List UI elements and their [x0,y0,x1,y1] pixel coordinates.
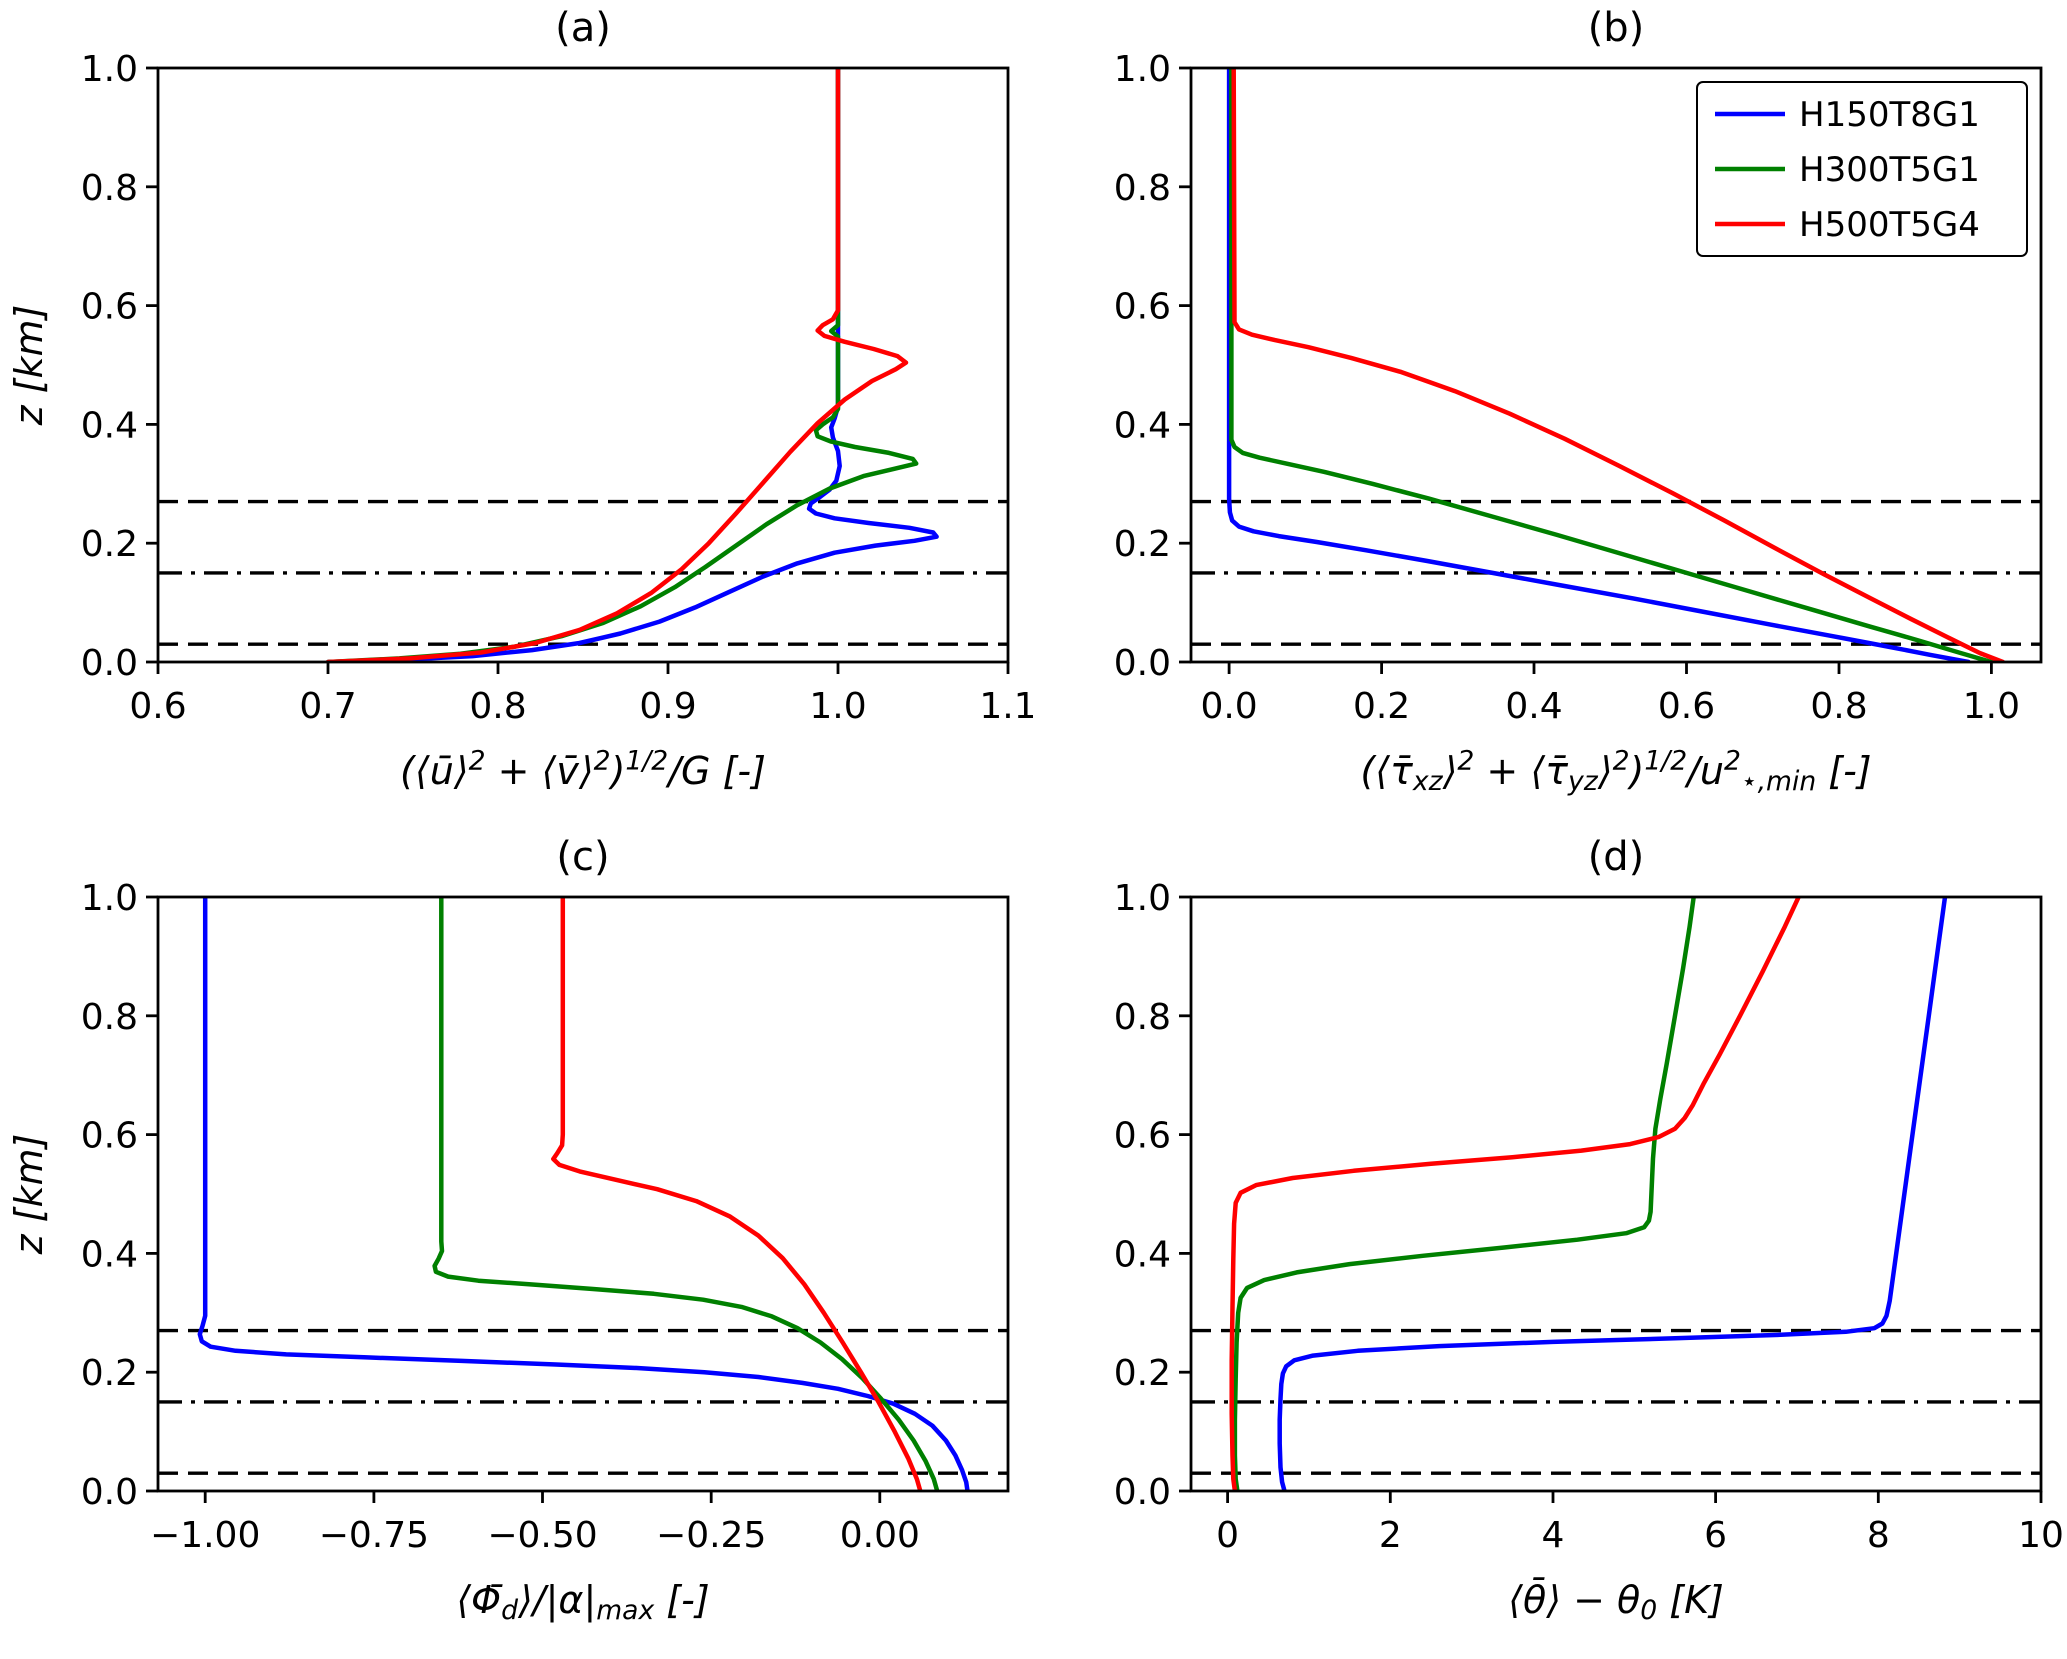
plot-frame [156,895,1010,1493]
series-line-H150T8G1 [325,68,939,662]
y-tick-label: 0.0 [81,643,138,684]
x-tick-label: 0.6 [1658,686,1715,727]
y-tick-label: 1.0 [81,52,138,90]
y-axis-label: z [km] [7,305,51,427]
y-tick-label: 0.8 [81,997,138,1038]
legend-label: H150T8G1 [1799,95,1980,135]
x-tick-label: 0.2 [1353,686,1410,727]
x-tick-label: −0.75 [319,1515,429,1556]
y-tick-label: 0.2 [81,524,138,565]
x-axis-label: (⟨ū⟩2 + ⟨v̄⟩2)1/2/G [-] [400,746,766,793]
legend-label: H300T5G1 [1799,150,1980,190]
panel-b: (b) 0.0 0.2 0.4 0.6 0.8 1.0 0.0 0.2 0.4 0.6 0.8 1.0… [1033,0,2066,829]
series-line-H300T5G1 [1232,897,1696,1491]
legend-label: H500T5G4 [1799,205,1980,245]
y-tick-label: 1.0 [81,881,138,919]
x-tick-label: 4 [1542,1515,1565,1556]
y-tick-label: 0.6 [81,1116,138,1157]
x-tick-label: −0.50 [487,1515,597,1556]
x-tick-label: 0.4 [1505,686,1562,727]
y-tick-label: 0.4 [1114,1234,1171,1275]
plot-frame [1189,66,2043,664]
series-line-H150T8G1 [1277,897,1948,1491]
y-tick-label: 0.0 [81,1472,138,1513]
y-axis-label: z [km] [7,1134,51,1256]
x-tick-label: −1.00 [150,1515,260,1556]
x-tick-label: 0.7 [299,686,356,727]
y-tick-label: 0.6 [1114,1116,1171,1157]
panel-a: (a) 0.6 0.7 0.8 0.9 1.0 1.1 0.0 0.2 0.4 0.6 0.8 1.0… [0,0,1033,829]
x-tick-label: 0.6 [129,686,186,727]
y-tick-label: 0.4 [81,1234,138,1275]
series-line-H150T8G1 [197,897,970,1491]
y-tick-label: 0.2 [81,1353,138,1394]
x-tick-label: 1.0 [809,686,866,727]
series-line-H500T5G4 [1229,897,1801,1491]
panel-b-plot: 0.0 0.2 0.4 0.6 0.8 1.0 0.0 0.2 0.4 0.6 0.8 1.0 (⟨τ̄… [1114,52,2043,798]
y-tick-label: 0.0 [1114,1472,1171,1513]
y-tick-label: 0.2 [1114,1353,1171,1394]
y-tick-label: 0.4 [1114,405,1171,446]
x-tick-label: 2 [1379,1515,1402,1556]
y-tick-label: 0.8 [1114,168,1171,209]
panel-a-plot: 0.6 0.7 0.8 0.9 1.0 1.1 0.0 0.2 0.4 0.6 0.8 1.0 (⟨ū… [7,52,1033,793]
y-tick-label: 0.6 [81,287,138,328]
y-tick-label: 1.0 [1114,881,1171,919]
series-line-H300T5G1 [432,897,940,1491]
x-tick-label: −0.25 [656,1515,766,1556]
panel-d-plot: 0 2 4 6 8 10 0.0 0.2 0.4 0.6 0.8 1.0 ⟨θ̄⟩ − θ0 [K] [1114,881,2064,1626]
plot-frame [156,66,1010,664]
x-tick-label: 0.8 [469,686,526,727]
x-tick-label: 0.8 [1810,686,1867,727]
series-line-H300T5G1 [1229,68,1994,662]
x-tick-label: 8 [1867,1515,1890,1556]
series-line-H500T5G4 [551,897,923,1491]
legend-box [1696,81,2028,257]
panel-d: (d) 0 2 4 6 8 10 0.0 0.2 0.4 0.6 0.8 1.0 ⟨θ̄⟩ − θ0 [… [1033,829,2066,1658]
y-tick-label: 0.2 [1114,524,1171,565]
x-tick-label: 10 [2018,1515,2064,1556]
panel-b-title: (b) [1587,5,1645,51]
x-tick-label: 0.0 [1200,686,1257,727]
panel-c-plot: −1.00 −0.75 −0.50 −0.25 0.00 0.0 0.2 0.4 0.6 0.8 1… [7,881,1010,1626]
panel-c-title: (c) [556,834,610,880]
x-axis-label: ⟨Φ̄d⟩/|α|max [-] [456,1578,709,1626]
y-tick-label: 1.0 [1114,52,1171,90]
x-tick-label: 0.00 [840,1515,920,1556]
panel-c: (c) −1.00 −0.75 −0.50 −0.25 0.00 0.0 0.2 0.4 0.6… [0,829,1033,1658]
series-line-H500T5G4 [325,68,909,662]
x-axis-label: (⟨τ̄xz⟩2 + ⟨τ̄yz⟩2)1/2/u2⋆,min [-] [1360,746,1871,798]
x-tick-label: 0 [1216,1515,1239,1556]
y-tick-label: 0.4 [81,405,138,446]
series-line-H150T8G1 [1226,68,1971,662]
panel-d-title: (d) [1587,834,1645,880]
panel-a-title: (a) [555,5,611,51]
x-tick-label: 6 [1704,1515,1727,1556]
y-tick-label: 0.8 [81,168,138,209]
y-tick-label: 0.0 [1114,643,1171,684]
y-tick-label: 0.6 [1114,287,1171,328]
x-tick-label: 0.9 [639,686,696,727]
x-tick-label: 1.0 [1963,686,2020,727]
legend: H150T8G1 H300T5G1 H500T5G4 [1696,81,2028,257]
y-tick-label: 0.8 [1114,997,1171,1038]
x-axis-label: ⟨θ̄⟩ − θ0 [K] [1508,1578,1724,1626]
x-tick-label: 1.1 [979,686,1033,727]
series-line-H500T5G4 [1231,68,2006,662]
plot-frame [1189,895,2043,1493]
